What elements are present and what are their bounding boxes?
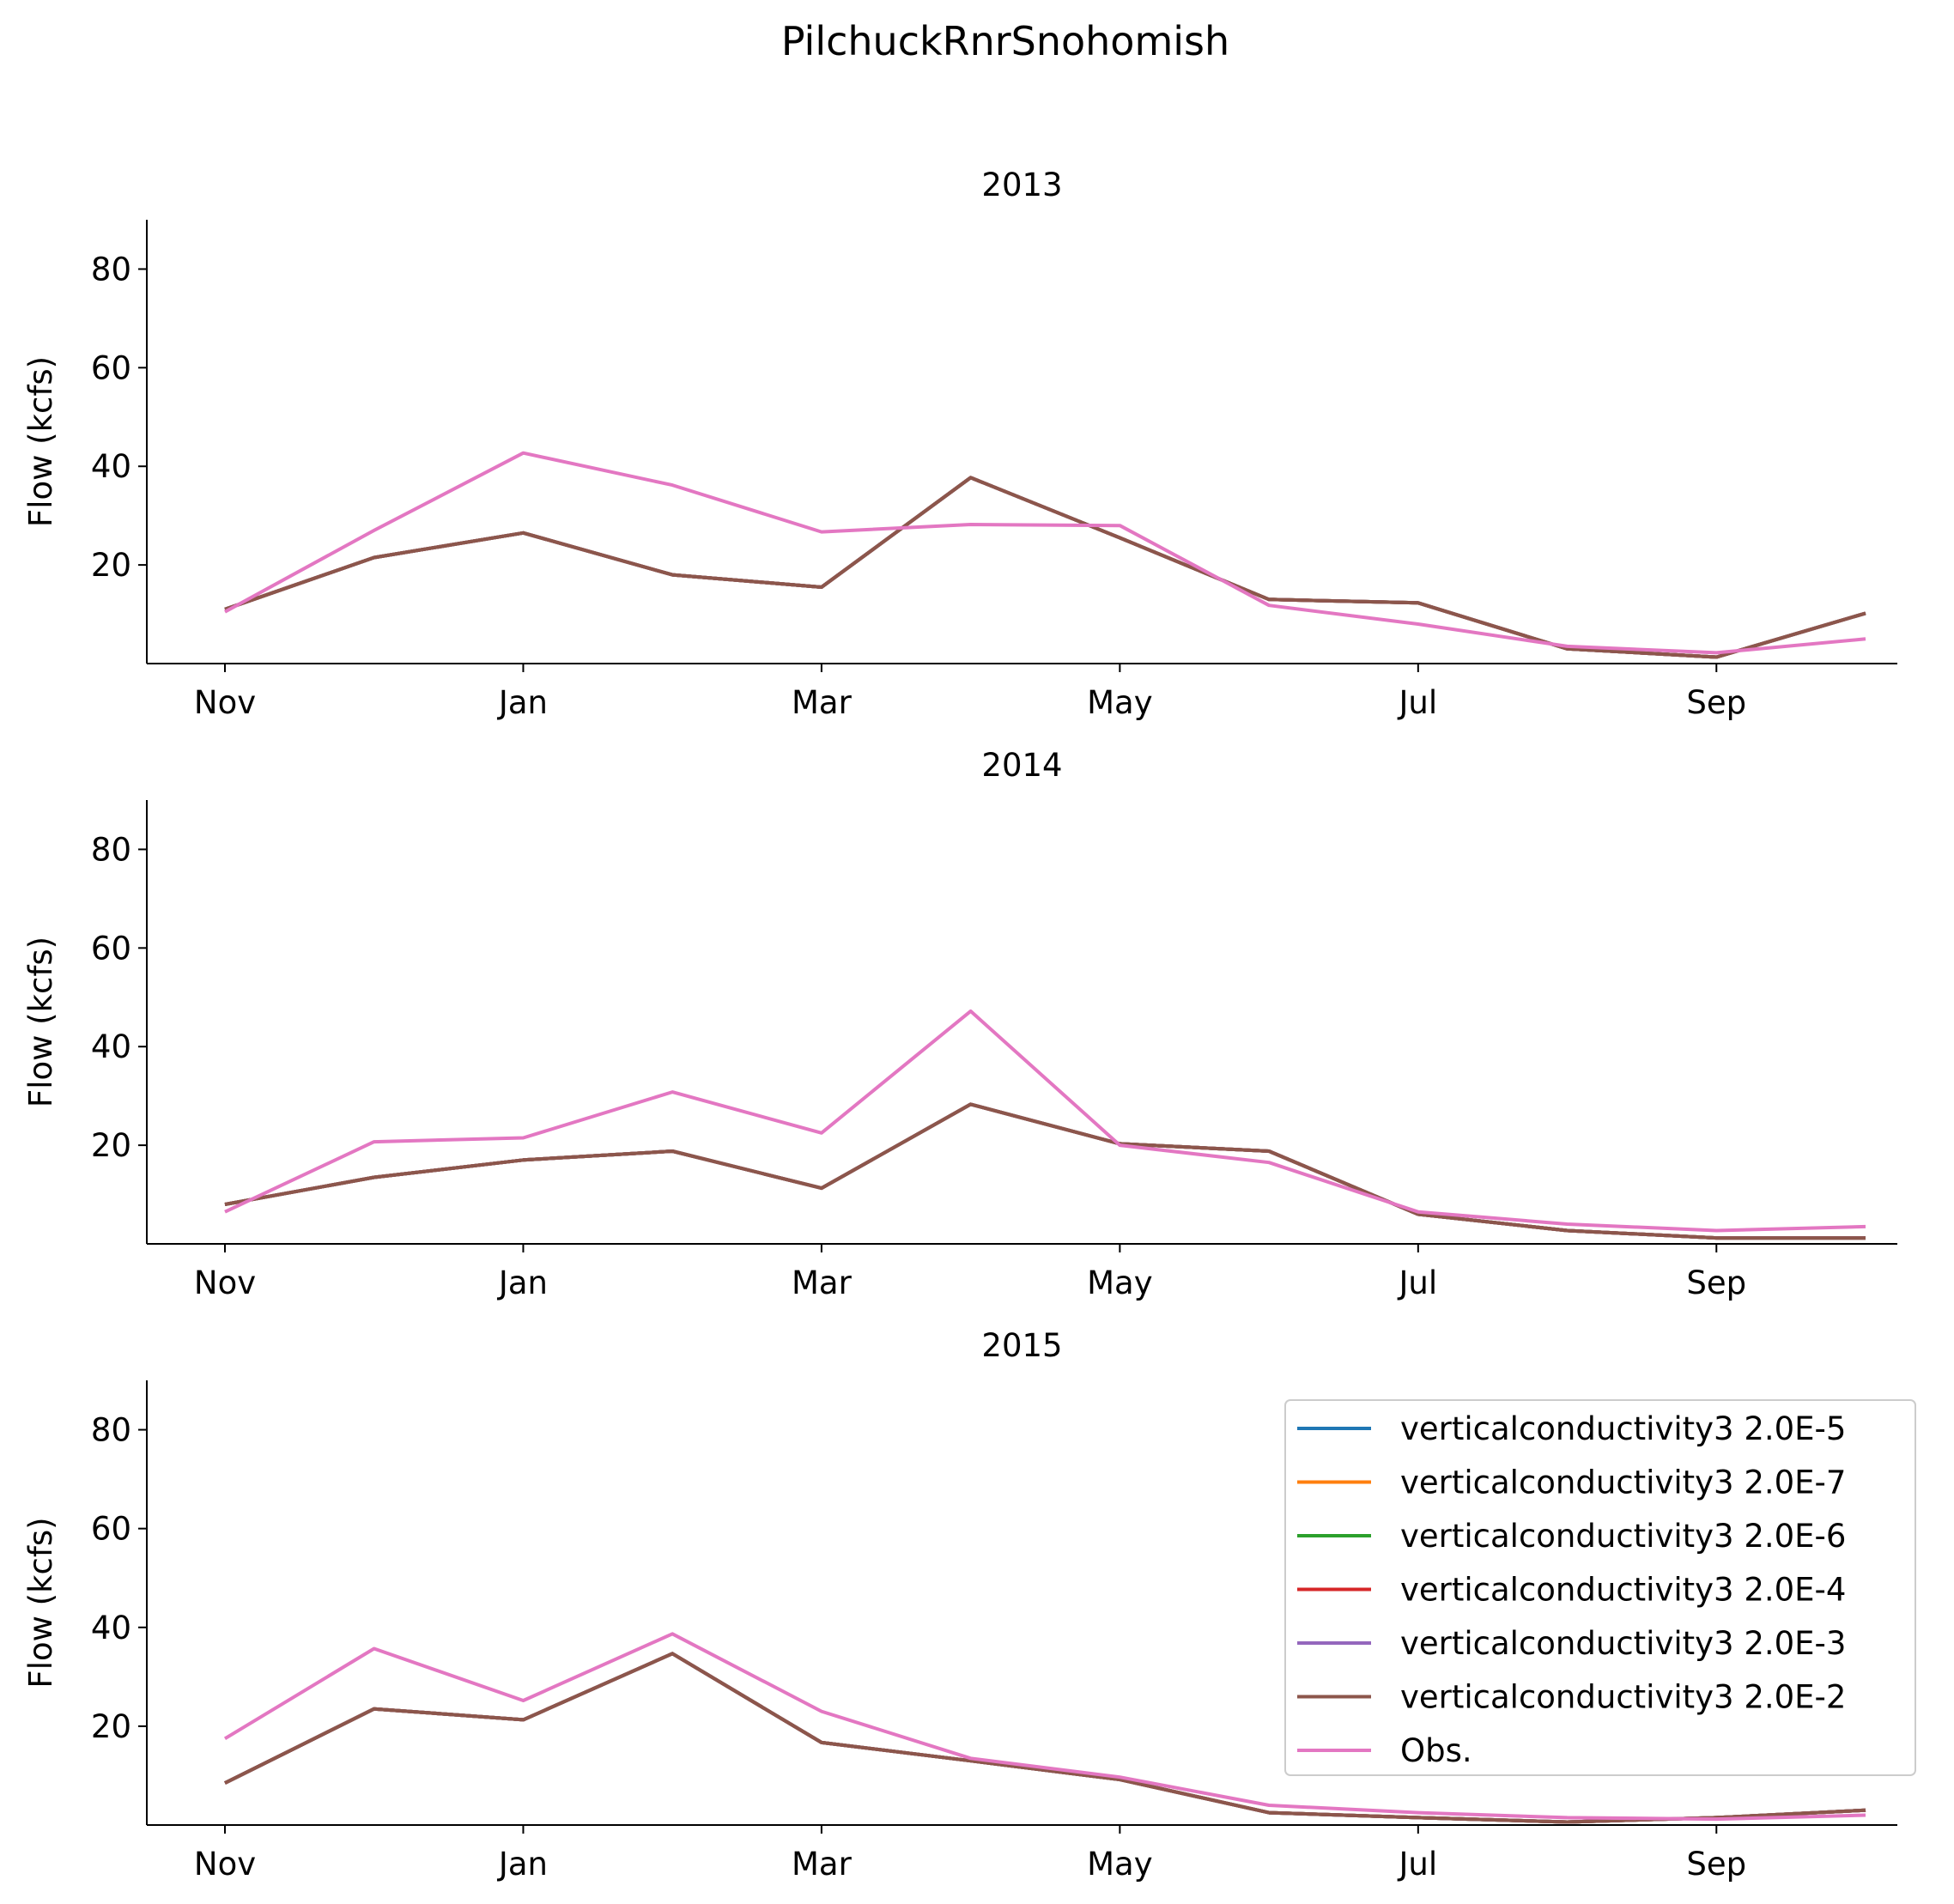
x-tick-label: Mar — [792, 1264, 853, 1301]
series-line-obs- — [223, 1632, 1866, 1822]
x-tick-label: May — [1087, 684, 1153, 721]
series-line-verticalconductivity3-2-0e-3 — [224, 476, 1866, 659]
y-tick-label: 60 — [91, 930, 131, 967]
y-tick-label: 80 — [91, 831, 131, 868]
x-tick-label: May — [1087, 1846, 1153, 1883]
x-tick-label: Sep — [1686, 1264, 1746, 1301]
y-tick-label: 20 — [91, 547, 131, 584]
y-tick-label: 40 — [91, 1610, 131, 1646]
y-axis-label: Flow (kcfs) — [22, 937, 59, 1107]
legend-entry: verticalconductivity3 2.0E-2 — [1400, 1679, 1846, 1716]
series-line-obs- — [224, 451, 1866, 655]
legend-entry: verticalconductivity3 2.0E-5 — [1400, 1410, 1846, 1447]
panel-title-2015: 2015 — [981, 1327, 1062, 1364]
y-tick-label: 20 — [91, 1127, 131, 1164]
legend-entry: verticalconductivity3 2.0E-3 — [1400, 1625, 1846, 1662]
x-tick-label: Jul — [1397, 1264, 1437, 1301]
figure-title: PilchuckRnrSnohomish — [781, 18, 1229, 64]
series-line-verticalconductivity3-2-0e-7 — [224, 476, 1866, 659]
y-tick-label: 80 — [91, 1412, 131, 1449]
y-tick-label: 20 — [91, 1708, 131, 1745]
series-line-verticalconductivity3-2-0e-2 — [224, 1102, 1866, 1240]
x-tick-label: Nov — [194, 1846, 256, 1883]
x-tick-label: Jan — [497, 1264, 548, 1301]
x-tick-label: Jul — [1397, 1846, 1437, 1883]
x-tick-label: Mar — [792, 1846, 853, 1883]
series-line-verticalconductivity3-2-0e-2 — [224, 476, 1866, 659]
legend-entry: verticalconductivity3 2.0E-4 — [1400, 1572, 1846, 1609]
x-tick-label: Jan — [497, 1846, 548, 1883]
legend-box — [1284, 1399, 1916, 1776]
x-tick-label: May — [1087, 1264, 1153, 1301]
x-tick-label: Jan — [497, 684, 548, 721]
series-line-verticalconductivity3-2-0e-5 — [224, 476, 1866, 659]
x-tick-label: Nov — [194, 684, 256, 721]
legend-entry: verticalconductivity3 2.0E-7 — [1400, 1464, 1846, 1501]
x-tick-label: Mar — [792, 684, 853, 721]
x-tick-label: Nov — [194, 1264, 256, 1301]
y-tick-label: 60 — [91, 349, 131, 386]
series-line-verticalconductivity3-2-0e-4 — [224, 476, 1866, 659]
panel-title-2013: 2013 — [981, 167, 1062, 203]
y-axis-label: Flow (kcfs) — [22, 1517, 59, 1688]
panel-title-2014: 2014 — [981, 747, 1062, 784]
series-line-verticalconductivity3-2-0e-6 — [224, 476, 1866, 659]
y-axis-label: Flow (kcfs) — [22, 356, 59, 527]
y-tick-label: 40 — [91, 448, 131, 485]
legend-entry: Obs. — [1400, 1732, 1472, 1769]
x-tick-label: Jul — [1397, 684, 1437, 721]
y-tick-label: 80 — [91, 251, 131, 288]
legend-entry: verticalconductivity3 2.0E-6 — [1400, 1518, 1846, 1555]
x-tick-label: Sep — [1686, 1846, 1746, 1883]
x-tick-label: Sep — [1686, 684, 1746, 721]
series-line-verticalconductivity3-2-0e-2 — [224, 1652, 1866, 1824]
y-tick-label: 60 — [91, 1511, 131, 1548]
series-line-obs- — [224, 1009, 1866, 1233]
y-tick-label: 40 — [91, 1028, 131, 1065]
